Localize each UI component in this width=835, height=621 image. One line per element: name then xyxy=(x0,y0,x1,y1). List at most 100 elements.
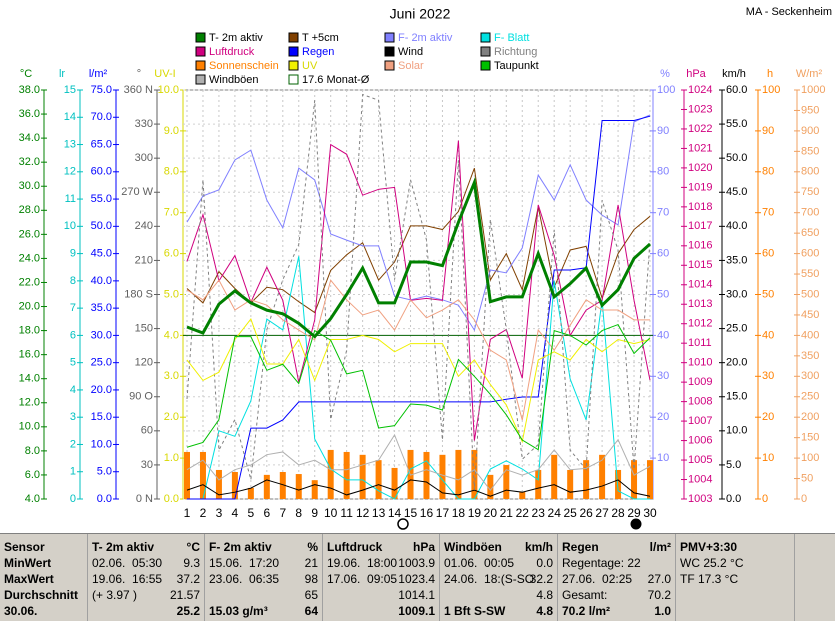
y-tick-label: 1011 xyxy=(688,337,712,349)
y-tick-label: 5 xyxy=(70,357,76,369)
y-tick-label: 1021 xyxy=(688,142,712,154)
table-column: PMV+3:30 WC 25.2 °C TF 17.3 °C xyxy=(676,534,795,621)
y-tick-label: 1013 xyxy=(688,298,712,310)
y-tick-label: 50.0 xyxy=(91,220,112,232)
series-line xyxy=(186,140,651,441)
legend-label: Wind xyxy=(398,46,423,58)
x-tick-label: 26 xyxy=(579,506,593,520)
x-tick-label: 15 xyxy=(404,506,418,520)
y-tick-label: 50 xyxy=(657,288,669,300)
cell-value: 27.0 xyxy=(647,572,671,586)
y-tick-label: 60 xyxy=(141,425,153,437)
y-tick-label: 6 xyxy=(70,329,76,341)
y-tick-label: 1000 xyxy=(801,84,825,96)
sunshine-bar xyxy=(263,474,270,499)
y-tick-label: 35.0 xyxy=(91,302,112,314)
y-tick-label: 80 xyxy=(657,166,669,178)
y-tick-label: 1004 xyxy=(688,473,712,485)
x-tick-label: 30 xyxy=(643,506,657,520)
summary-table: Sensor MinWert MaxWert Durchschnitt 30.06. T-… xyxy=(0,533,835,621)
table-cell: Regentage: 22 xyxy=(562,556,671,572)
sunshine-bar xyxy=(215,469,222,499)
y-tick-label: 20.0 xyxy=(19,300,40,312)
y-tick-label: 1018 xyxy=(688,201,712,213)
y-tick-label: 0 xyxy=(70,493,76,505)
cell-label: 24.06. 18:(S-SO xyxy=(444,572,535,586)
y-tick-label: 450 xyxy=(801,309,819,321)
legend-label: Richtung xyxy=(494,46,537,58)
legend-label: Luftdruck xyxy=(209,46,255,58)
table-column: F- 2m aktiv% 15.06. 17:20 21 23.06. 06:35 98… xyxy=(205,534,323,621)
y-tick-label: 4.0 xyxy=(25,493,40,505)
legend-swatch xyxy=(288,74,299,85)
sunshine-bar xyxy=(455,449,462,499)
x-tick-label: 6 xyxy=(263,506,270,520)
y-tick-label: 3.0 xyxy=(164,370,179,382)
y-tick-label: 100 xyxy=(657,84,675,96)
table-cell: (+ 3.97 ) 21.57 xyxy=(92,588,200,604)
cell-value: 4.8 xyxy=(536,604,553,618)
cell-value: 21.57 xyxy=(169,588,200,602)
y-tick-label: 360 N xyxy=(124,84,153,96)
y-tick-label: 0.0 xyxy=(97,493,112,505)
legend-label: T- 2m aktiv xyxy=(209,32,263,44)
y-tick-label: 240 xyxy=(135,220,153,232)
y-tick-label: 300 xyxy=(135,152,153,164)
chart-title: Juni 2022 xyxy=(390,6,451,22)
y-tick-label: 24.0 xyxy=(19,252,40,264)
sunshine-bar xyxy=(519,492,526,499)
sunshine-bar xyxy=(343,451,350,499)
y-tick-label: 15.0 xyxy=(91,411,112,423)
axis-title: ° xyxy=(137,68,141,80)
y-tick-label: 1003 xyxy=(688,493,712,505)
cell-label: 30.06. xyxy=(4,604,38,618)
table-cell: 25.2 xyxy=(92,604,200,620)
table-cell: 27.06. 02:25 27.0 xyxy=(562,572,671,588)
y-tick-label: 7 xyxy=(70,302,76,314)
legend-label: Taupunkt xyxy=(494,60,539,72)
cell-value: 1014.1 xyxy=(398,588,435,602)
y-tick-label: 1016 xyxy=(688,240,712,252)
table-cell: MaxWert xyxy=(4,572,83,588)
y-tick-label: 28.0 xyxy=(19,204,40,216)
cell-label: (+ 3.97 ) xyxy=(92,588,138,602)
x-tick-label: 3 xyxy=(216,506,223,520)
station-name: MA - Seckenheim xyxy=(746,6,832,18)
y-tick-label: 250 xyxy=(801,391,819,403)
y-tick-label: 30.0 xyxy=(91,329,112,341)
y-tick-label: 50 xyxy=(801,472,813,484)
cell-label: 17.06. 09:05 xyxy=(327,572,398,586)
cell-label: Regen xyxy=(562,540,599,554)
y-tick-label: 30 xyxy=(141,459,153,471)
legend-label: F- 2m aktiv xyxy=(398,32,453,44)
y-tick-label: 100 xyxy=(801,452,819,464)
y-tick-label: 14 xyxy=(64,111,76,123)
x-tick-label: 8 xyxy=(295,506,302,520)
cell-label: F- 2m aktiv xyxy=(209,540,272,554)
y-tick-label: 400 xyxy=(801,329,819,341)
y-tick-label: 1006 xyxy=(688,434,712,446)
y-tick-label: 1009 xyxy=(688,376,712,388)
legend-label: 17.6 Monat-Ø xyxy=(302,74,370,86)
y-tick-label: 36.0 xyxy=(19,108,40,120)
x-tick-label: 23 xyxy=(532,506,546,520)
x-tick-label: 24 xyxy=(548,506,562,520)
y-tick-label: 330 xyxy=(135,118,153,130)
y-tick-label: 40 xyxy=(762,329,774,341)
x-tick-label: 16 xyxy=(420,506,434,520)
sunshine-bar xyxy=(599,454,606,499)
axis-title: °C xyxy=(20,68,32,80)
cell-label: MaxWert xyxy=(4,572,54,586)
x-tick-label: 21 xyxy=(500,506,514,520)
table-cell: 30.06. xyxy=(4,604,83,620)
sunshine-bar xyxy=(439,454,446,499)
y-tick-label: 200 xyxy=(801,411,819,423)
y-tick-label: 90 xyxy=(657,125,669,137)
legend-swatch xyxy=(384,46,395,57)
y-tick-label: 6.0 xyxy=(164,248,179,260)
legend-swatch xyxy=(195,74,206,85)
table-column: T- 2m aktiv °C 02.06. 05:30 9.3 19.06. 16:55… xyxy=(88,534,205,621)
y-tick-label: 70.0 xyxy=(91,111,112,123)
y-tick-label: 35.0 xyxy=(726,254,747,266)
y-tick-label: 20.0 xyxy=(726,357,747,369)
